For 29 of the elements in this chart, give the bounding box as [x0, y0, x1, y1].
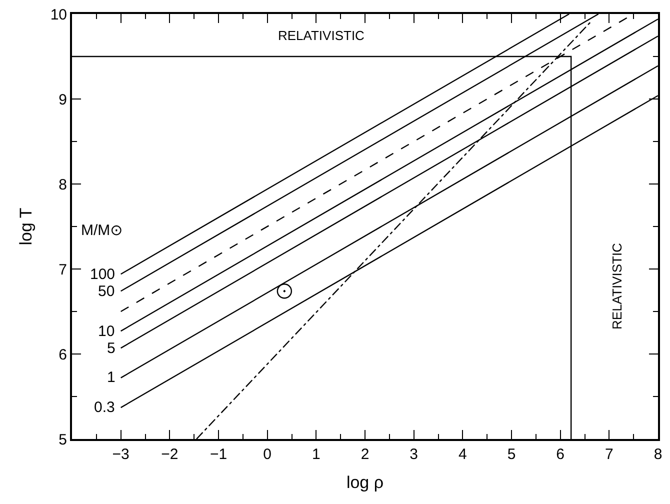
x-tick-label: 7 — [605, 446, 614, 463]
y-tick-label: 8 — [58, 176, 67, 194]
y-axis-title: log T — [16, 208, 36, 246]
series-label: 1 — [107, 369, 116, 386]
annotation: RELATIVISTIC — [609, 243, 624, 330]
x-tick-label: −3 — [112, 446, 130, 463]
x-tick-label: 2 — [360, 446, 370, 463]
x-tick-label: −1 — [210, 446, 228, 463]
series-label: 50 — [98, 283, 115, 300]
y-tick-label: 6 — [58, 346, 67, 364]
y-tick-label: 7 — [58, 261, 67, 278]
annotation: RELATIVISTIC — [278, 28, 364, 43]
x-tick-label: 6 — [556, 446, 564, 463]
legend-title: M/M⊙ — [81, 222, 123, 239]
x-tick-label: 4 — [458, 446, 467, 463]
x-tick-label: 3 — [410, 446, 418, 463]
series-label: 10 — [98, 323, 115, 340]
y-tick-label: 9 — [58, 91, 67, 108]
series-label: 100 — [90, 266, 116, 283]
y-tick-label: 5 — [58, 431, 67, 448]
x-tick-label: 8 — [654, 446, 662, 463]
x-tick-label: 0 — [263, 446, 272, 463]
x-tick-label: 1 — [312, 446, 320, 463]
x-axis-title: log ρ — [346, 472, 384, 492]
series-label: 5 — [107, 340, 116, 357]
x-tick-label: 5 — [507, 446, 516, 463]
y-tick-label: 10 — [50, 6, 67, 24]
x-tick-label: −2 — [161, 446, 178, 463]
series-label: 0.3 — [94, 399, 115, 416]
